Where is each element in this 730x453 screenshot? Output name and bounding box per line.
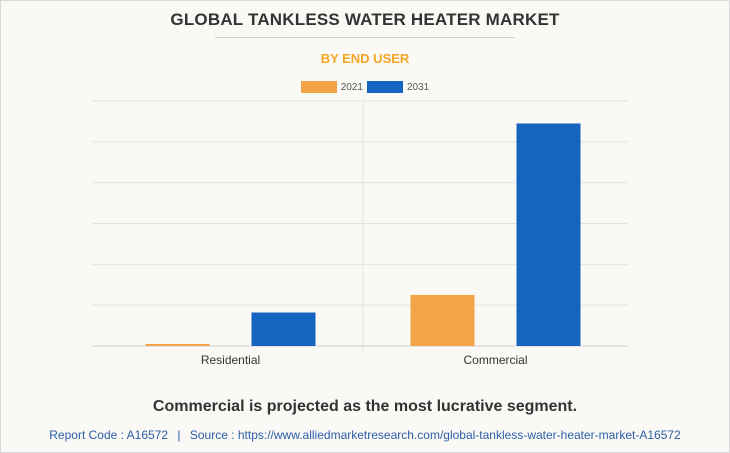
bar-2021-commercial: [410, 294, 475, 346]
legend-item-2021: 2021: [300, 81, 363, 93]
legend-swatch-2031: [367, 81, 403, 93]
chart-caption: Commercial is projected as the most lucr…: [152, 398, 578, 415]
chart-title: GLOBAL TANKLESS WATER HEATER MARKET: [170, 10, 560, 29]
x-tick-label: Residential: [201, 353, 260, 367]
footer-separator: |: [177, 428, 181, 442]
bar-2031-commercial: [516, 123, 581, 346]
bar-2021-residential: [145, 343, 210, 346]
legend: 2021 2031: [0, 80, 730, 94]
legend-label-2031: 2031: [407, 81, 430, 93]
report-code: Report Code : A16572: [49, 428, 169, 442]
legend-label-2021: 2021: [340, 81, 363, 93]
legend-swatch-2021: [300, 81, 337, 93]
title-divider: [215, 37, 515, 38]
legend-item-2031: 2031: [367, 81, 429, 93]
source-link[interactable]: Source : https://www.alliedmarketresearc…: [189, 428, 681, 442]
x-tick-label: Commercial: [463, 353, 527, 367]
bar-2031-residential: [251, 312, 316, 346]
chart-subtitle: BY END USER: [320, 51, 410, 66]
footer: Report Code : A16572 | Source : https://…: [0, 428, 730, 442]
